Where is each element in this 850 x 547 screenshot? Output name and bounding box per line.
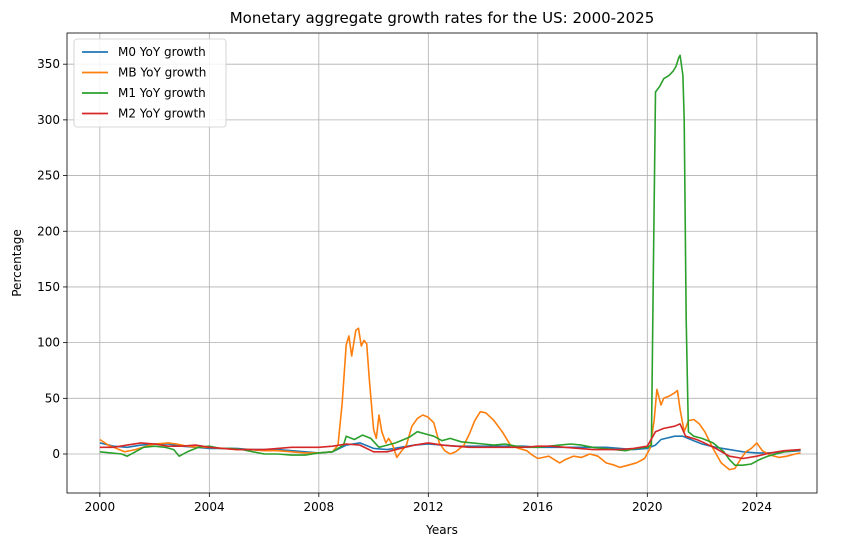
y-tick-label: 50 [45,391,60,405]
x-tick-label: 2016 [523,500,554,514]
series-line-3 [99,423,801,460]
legend-box [73,38,227,128]
chart-title: Monetary aggregate growth rates for the … [230,9,655,27]
y-tick-label: 100 [37,336,60,350]
y-tick-label: 200 [37,224,60,238]
x-axis: 2000 2004 2008 2012 2016 2020 2024 [85,493,772,514]
grid [67,33,817,493]
legend: M0 YoY growth MB YoY growth M1 YoY growth M… [73,38,227,128]
series-line-1 [99,327,801,471]
x-tick-label: 2024 [742,500,773,514]
y-axis: 0 50 100 150 200 250 300 350 [37,57,67,461]
legend-label: M1 YoY growth [118,86,206,100]
x-tick-label: 2020 [632,500,663,514]
series-group [99,54,801,471]
legend-label: M2 YoY growth [118,107,206,121]
plot-frame [66,32,818,494]
x-tick-label: 2008 [304,500,335,514]
x-tick-label: 2000 [85,500,116,514]
y-tick-label: 150 [37,280,60,294]
legend-label: MB YoY growth [118,66,206,80]
x-tick-label: 2004 [194,500,225,514]
y-axis-label: Percentage [10,229,24,297]
y-tick-label: 250 [37,169,60,183]
x-tick-label: 2012 [413,500,444,514]
x-axis-label: Years [425,523,458,537]
y-tick-label: 300 [37,113,60,127]
y-tick-label: 0 [52,447,60,461]
legend-label: M0 YoY growth [118,45,206,59]
y-tick-label: 350 [37,57,60,71]
